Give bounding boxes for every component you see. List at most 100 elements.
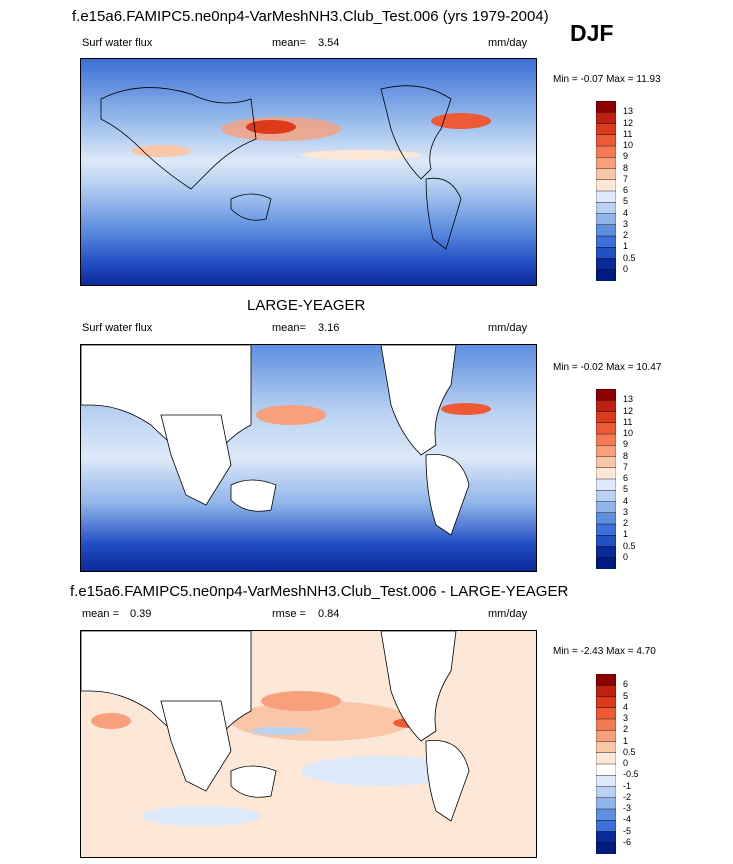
panel2-minmax: Min = -0.02 Max = 10.47 <box>553 362 662 373</box>
panel3-units: mm/day <box>488 608 528 620</box>
colorbar-tick-label: 2 <box>623 724 629 735</box>
colorbar-swatch <box>595 145 617 158</box>
colorbar-tick-label: 11 <box>623 128 633 139</box>
colorbar-tick-label: 0 <box>623 551 629 562</box>
colorbar-swatch <box>595 213 617 226</box>
colorbar-swatch <box>595 490 617 503</box>
colorbar-tick-label: -5 <box>623 825 632 836</box>
colorbar-swatch <box>595 707 617 720</box>
colorbar-swatch <box>595 112 617 125</box>
colorbar-tick-label: 0 <box>623 263 629 274</box>
colorbar-tick-label: -6 <box>623 836 632 847</box>
colorbar-tick-label: -2 <box>623 791 632 802</box>
colorbar-swatch <box>595 456 617 469</box>
colorbar-swatch <box>595 808 617 821</box>
panel3-rmse-label: rmse = <box>272 608 306 620</box>
panel3-minmax: Min = -2.43 Max = 4.70 <box>553 646 656 657</box>
colorbar-tick-label: 3 <box>623 506 629 517</box>
colorbar-tick-label: 9 <box>623 151 629 162</box>
colorbar-tick-label: -1 <box>623 780 632 791</box>
panel2-mean-value: 3.16 <box>318 322 340 334</box>
panel3-title: f.e15a6.FAMIPC5.ne0np4-VarMeshNH3.Club_T… <box>70 583 569 600</box>
colorbar-swatch <box>595 546 617 559</box>
panel1-variable: Surf water flux <box>82 37 153 49</box>
colorbar-swatch <box>595 831 617 844</box>
panel3-colorbar-swatches <box>595 673 617 855</box>
panel2-variable: Surf water flux <box>82 322 153 334</box>
colorbar-swatch <box>595 775 617 788</box>
panel2-map <box>80 344 537 572</box>
colorbar-tick-label: 6 <box>623 473 629 483</box>
colorbar-swatch <box>595 100 617 113</box>
panel3-field <box>81 631 536 857</box>
panel2-field <box>81 345 536 571</box>
colorbar-tick-label: 2 <box>623 230 629 240</box>
colorbar-swatch <box>595 673 617 686</box>
colorbar-tick-label: 3 <box>623 218 629 229</box>
colorbar-tick-label: 6 <box>623 679 629 690</box>
colorbar-tick-label: 12 <box>623 117 634 128</box>
colorbar-swatch <box>595 501 617 514</box>
panel2-colorbar-swatches <box>595 388 617 570</box>
colorbar-swatch <box>595 467 617 480</box>
colorbar-swatch <box>595 179 617 192</box>
colorbar-swatch <box>595 797 617 810</box>
panel1-map <box>80 58 537 286</box>
colorbar-swatch <box>595 224 617 237</box>
colorbar-tick-label: 10 <box>623 428 634 438</box>
panel1-minmax: Min = -0.07 Max = 11.93 <box>553 74 661 85</box>
panel1-units: mm/day <box>488 37 528 49</box>
colorbar-tick-label: 7 <box>623 173 629 184</box>
colorbar-tick-label: 5 <box>623 484 629 495</box>
colorbar-swatch <box>595 258 617 271</box>
colorbar-swatch <box>595 235 617 248</box>
panel1-mean-value: 3.54 <box>318 37 340 49</box>
figure-title: f.e15a6.FAMIPC5.ne0np4-VarMeshNH3.Club_T… <box>72 8 549 25</box>
panel1-mean-label: mean= <box>272 37 306 49</box>
colorbar-swatch <box>595 400 617 413</box>
colorbar-swatch <box>595 445 617 458</box>
colorbar-swatch <box>595 411 617 424</box>
colorbar-tick-label: 3 <box>623 713 629 723</box>
colorbar-tick-label: 1 <box>623 529 629 540</box>
colorbar-tick-label: 0.5 <box>623 252 636 263</box>
colorbar-swatch <box>595 523 617 536</box>
colorbar-tick-label: -0.5 <box>623 769 639 780</box>
colorbar-swatch <box>595 123 617 136</box>
colorbar-swatch <box>595 820 617 833</box>
colorbar-swatch <box>595 422 617 435</box>
colorbar-swatch <box>595 433 617 446</box>
panel1-colorbar-swatches <box>595 100 617 282</box>
panel1-field <box>81 59 536 285</box>
colorbar-swatch <box>595 730 617 743</box>
colorbar-swatch <box>595 134 617 147</box>
panel1-colorbar <box>595 100 617 286</box>
colorbar-tick-label: -4 <box>623 814 632 825</box>
colorbar-swatch <box>595 478 617 491</box>
colorbar-tick-label: 13 <box>623 394 634 405</box>
panel2-title: LARGE-YEAGER <box>247 297 366 314</box>
colorbar-swatch <box>595 157 617 170</box>
colorbar-swatch <box>595 247 617 260</box>
colorbar-swatch <box>595 842 617 855</box>
colorbar-tick-label: 8 <box>623 450 629 461</box>
colorbar-swatch <box>595 741 617 754</box>
panel3-map <box>80 630 537 858</box>
colorbar-swatch <box>595 512 617 525</box>
panel2-mean-label: mean= <box>272 322 306 334</box>
colorbar-swatch <box>595 557 617 570</box>
colorbar-tick-label: 9 <box>623 439 629 450</box>
colorbar-tick-label: 4 <box>623 207 629 218</box>
colorbar-tick-label: 0 <box>623 758 629 768</box>
colorbar-tick-label: 4 <box>623 495 629 506</box>
season-label: DJF <box>570 20 614 46</box>
colorbar-tick-label: 7 <box>623 461 629 472</box>
colorbar-swatch <box>595 752 617 765</box>
colorbar-tick-label: 5 <box>623 196 629 207</box>
colorbar-tick-label: 10 <box>623 140 634 150</box>
colorbar-swatch <box>595 168 617 181</box>
panel3-colorbar <box>595 673 617 859</box>
colorbar-swatch <box>595 535 617 548</box>
colorbar-tick-label: 13 <box>623 106 634 117</box>
colorbar-tick-label: 12 <box>623 405 634 416</box>
